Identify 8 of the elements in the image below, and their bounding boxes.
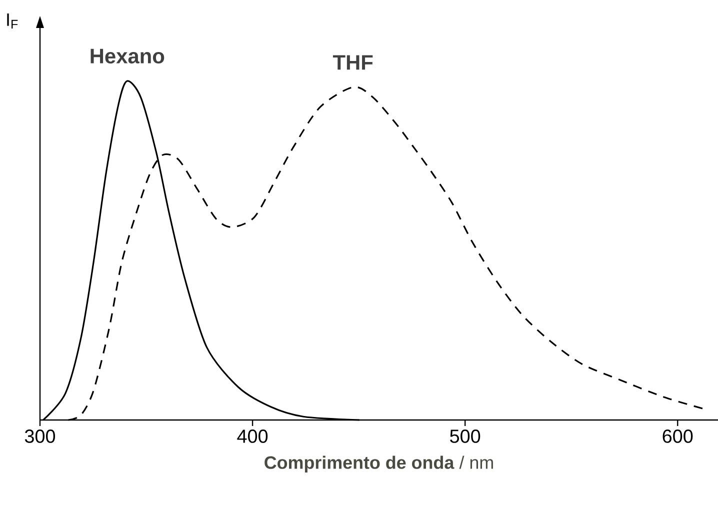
series-label: THF [332,55,373,70]
x-tick-label: 300 [24,430,56,443]
x-tick-label: 400 [237,430,268,443]
series-label: Hexano [90,48,164,64]
x-tick-label: 600 [662,430,693,443]
x-axis-title: Comprimento de onda / nm [264,456,493,472]
x-tick-label: 500 [450,430,480,443]
y-axis-title: I$_{F}$ [7,14,18,29]
